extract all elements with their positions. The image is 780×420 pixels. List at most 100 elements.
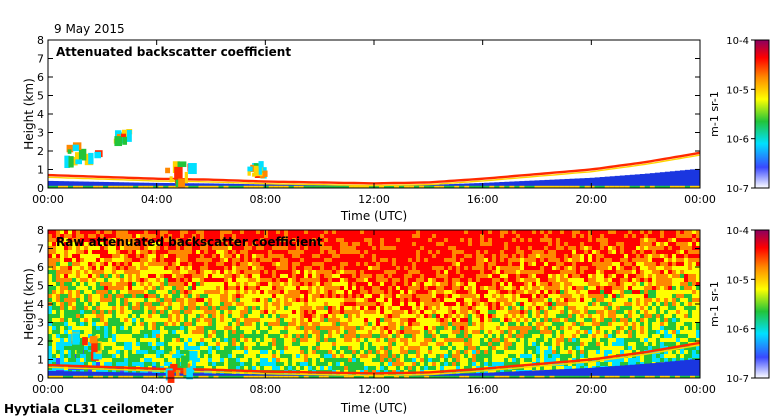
raw-backscatter-cell [400, 266, 404, 270]
raw-backscatter-cell [352, 266, 356, 270]
raw-backscatter-cell [456, 318, 460, 322]
raw-backscatter-cell [328, 294, 332, 298]
raw-backscatter-cell [92, 322, 96, 326]
raw-backscatter-cell [208, 346, 212, 350]
raw-backscatter-cell [496, 286, 500, 290]
raw-backscatter-cell [376, 334, 380, 338]
raw-backscatter-cell [264, 250, 268, 254]
raw-backscatter-cell [540, 338, 544, 342]
raw-backscatter-cell [416, 290, 420, 294]
raw-backscatter-cell [512, 306, 516, 310]
raw-backscatter-cell [64, 270, 68, 274]
raw-backscatter-cell [120, 342, 124, 346]
raw-backscatter-cell [508, 246, 512, 250]
near-surface-band [328, 185, 335, 188]
raw-backscatter-cell [52, 322, 56, 326]
raw-backscatter-cell [296, 302, 300, 306]
raw-backscatter-cell [444, 362, 448, 366]
raw-backscatter-cell [96, 254, 100, 258]
raw-backscatter-cell [364, 254, 368, 258]
raw-backscatter-cell [128, 274, 132, 278]
raw-backscatter-cell [212, 274, 216, 278]
raw-backscatter-cell [124, 310, 128, 314]
raw-backscatter-cell [476, 230, 480, 234]
raw-backscatter-cell [260, 346, 264, 350]
raw-backscatter-cell [440, 290, 444, 294]
raw-backscatter-cell [516, 342, 520, 346]
raw-backscatter-cell [372, 242, 376, 246]
raw-backscatter-cell [436, 262, 440, 266]
surface-aerosol-band [634, 174, 641, 188]
raw-backscatter-cell [124, 258, 128, 262]
raw-backscatter-cell [508, 358, 512, 362]
raw-backscatter-cell [364, 370, 368, 374]
surface-aerosol-band [564, 178, 571, 188]
raw-backscatter-cell [480, 254, 484, 258]
raw-backscatter-cell [284, 366, 288, 370]
raw-backscatter-cell [92, 326, 96, 330]
raw-backscatter-cell [528, 306, 532, 310]
raw-backscatter-cell [220, 346, 224, 350]
raw-backscatter-cell [432, 266, 436, 270]
raw-backscatter-cell [48, 234, 52, 238]
raw-backscatter-cell [516, 306, 520, 310]
raw-backscatter-cell [300, 266, 304, 270]
raw-backscatter-cell [188, 286, 192, 290]
raw-backscatter-cell [544, 242, 548, 246]
raw-backscatter-cell [180, 250, 184, 254]
raw-backscatter-cell [480, 298, 484, 302]
raw-backscatter-cell [56, 306, 60, 310]
raw-backscatter-cell [200, 262, 204, 266]
raw-backscatter-cell [532, 286, 536, 290]
raw-backscatter-cell [268, 230, 272, 234]
raw-backscatter-cell [472, 322, 476, 326]
raw-backscatter-cell [276, 310, 280, 314]
raw-backscatter-cell [148, 330, 152, 334]
raw-backscatter-cell [180, 322, 184, 326]
raw-backscatter-cell [540, 322, 544, 326]
raw-backscatter-cell [380, 246, 384, 250]
raw-backscatter-cell [96, 270, 100, 274]
raw-backscatter-cell [344, 246, 348, 250]
raw-backscatter-cell [228, 250, 232, 254]
raw-backscatter-cell [504, 310, 508, 314]
raw-backscatter-cell [320, 354, 324, 358]
raw-backscatter-cell [228, 290, 232, 294]
raw-backscatter-cell [352, 342, 356, 346]
raw-backscatter-cell [92, 330, 96, 334]
raw-backscatter-cell [424, 278, 428, 282]
raw-backscatter-cell [228, 294, 232, 298]
raw-backscatter-cell [240, 234, 244, 238]
raw-backscatter-cell [204, 238, 208, 242]
raw-backscatter-cell [304, 322, 308, 326]
raw-backscatter-cell [460, 366, 464, 370]
raw-backscatter-cell [388, 274, 392, 278]
raw-backscatter-cell [296, 362, 300, 366]
raw-backscatter-cell [192, 338, 196, 342]
raw-backscatter-cell [356, 342, 360, 346]
raw-backscatter-cell [192, 286, 196, 290]
raw-backscatter-cell [364, 310, 368, 314]
raw-backscatter-cell [80, 354, 84, 358]
raw-backscatter-cell [196, 242, 200, 246]
raw-backscatter-cell [280, 358, 284, 362]
raw-backscatter-cell [444, 354, 448, 358]
raw-backscatter-cell [348, 250, 352, 254]
raw-backscatter-cell [164, 302, 168, 306]
raw-backscatter-cell [140, 258, 144, 262]
raw-backscatter-cell [340, 330, 344, 334]
raw-backscatter-cell [384, 234, 388, 238]
raw-backscatter-cell [160, 246, 164, 250]
raw-backscatter-cell [460, 254, 464, 258]
raw-backscatter-cell [352, 302, 356, 306]
raw-backscatter-cell [524, 306, 528, 310]
raw-backscatter-cell [536, 342, 540, 346]
raw-backscatter-cell [312, 358, 316, 362]
raw-backscatter-cell [404, 270, 408, 274]
raw-backscatter-cell [304, 298, 308, 302]
raw-backscatter-cell [60, 354, 64, 358]
raw-backscatter-cell [420, 258, 424, 262]
raw-backscatter-cell [48, 294, 52, 298]
raw-backscatter-cell [196, 302, 200, 306]
raw-backscatter-cell [452, 234, 456, 238]
